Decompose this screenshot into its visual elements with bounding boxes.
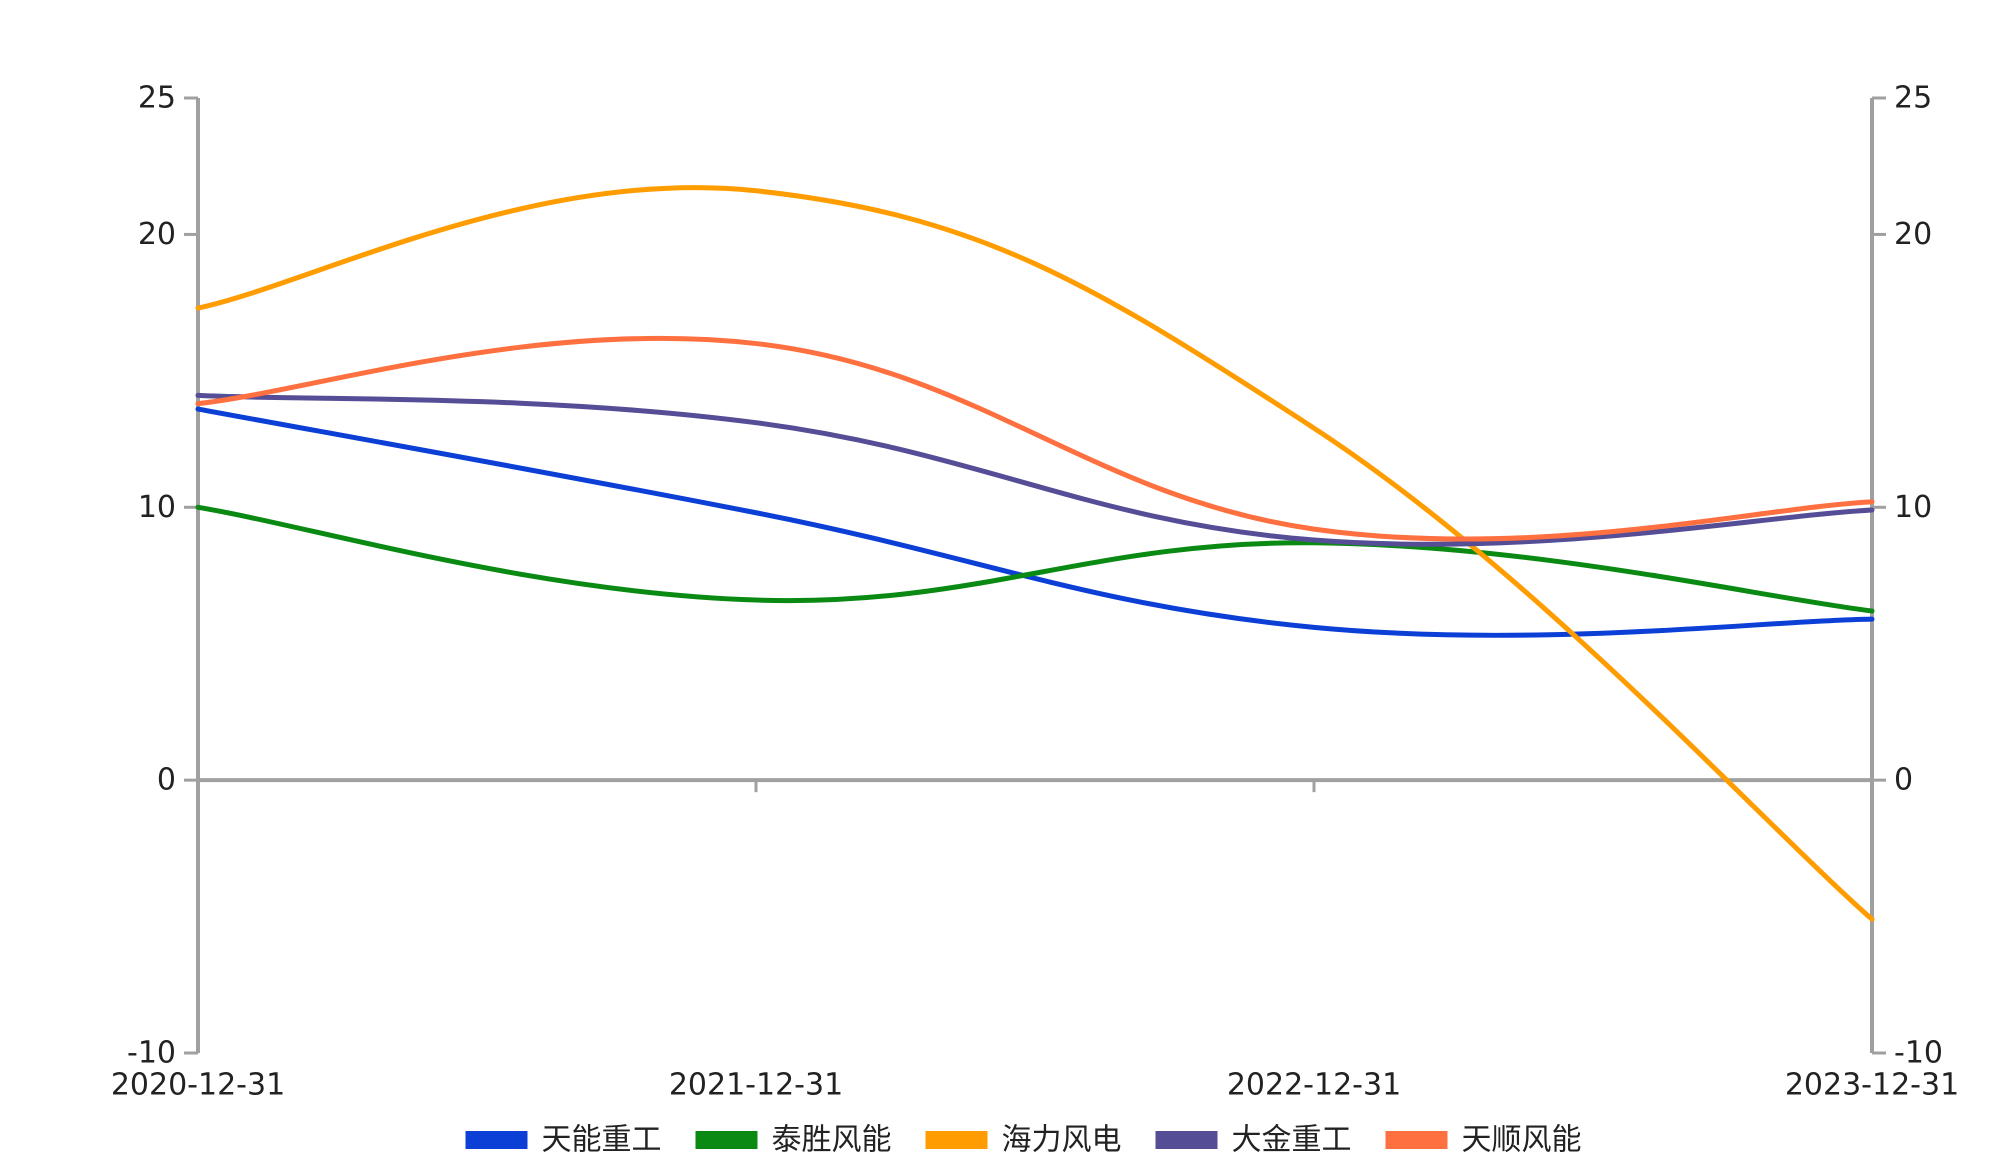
x-tick-label: 2021-12-31 <box>669 1068 843 1103</box>
chart-axes <box>196 98 1874 1053</box>
left-y-tick-label: 0 <box>157 763 176 798</box>
right-y-tick-label: -10 <box>1894 1036 1943 1071</box>
left-y-tick-label: 25 <box>138 81 176 116</box>
legend-label: 泰胜风能 <box>772 1123 892 1158</box>
left-y-tick-label: 10 <box>138 490 176 525</box>
legend-label: 天顺风能 <box>1462 1123 1582 1158</box>
right-y-tick-label: 10 <box>1894 490 1932 525</box>
right-y-tick-label: 20 <box>1894 217 1932 252</box>
legend-swatch <box>1155 1131 1218 1149</box>
chart-series <box>195 185 1875 922</box>
right-y-tick-label: 0 <box>1894 763 1913 798</box>
legend-label: 天能重工 <box>542 1123 662 1158</box>
right-y-tick-label: 25 <box>1894 81 1932 116</box>
left-y-axis-ticks: 25 20 10 0 -10 <box>127 81 198 1071</box>
legend-swatch <box>465 1131 528 1149</box>
series-line-3 <box>195 185 1875 922</box>
x-tick-label: 2023-12-31 <box>1785 1068 1959 1103</box>
series-line-5 <box>195 335 1875 542</box>
legend-label: 海力风电 <box>1002 1123 1122 1158</box>
chart-legend: 天能重工 泰胜风能 海力风电 大金重工 天顺风能 <box>465 1123 1582 1158</box>
series-line-2 <box>195 504 1875 614</box>
legend-swatch <box>695 1131 758 1149</box>
legend-label: 大金重工 <box>1232 1123 1352 1158</box>
series-line-4 <box>195 392 1875 547</box>
legend-swatch <box>1385 1131 1448 1149</box>
right-y-axis-ticks: 25 20 10 0 -10 <box>1872 81 1943 1071</box>
x-tick-label: 2020-12-31 <box>111 1068 285 1103</box>
legend-swatch <box>925 1131 988 1149</box>
x-axis-ticks: 2020-12-31 2021-12-31 2022-12-31 2023-12-31 <box>111 780 1959 1103</box>
series-line-1 <box>195 406 1875 638</box>
left-y-tick-label: 20 <box>138 217 176 252</box>
left-y-tick-label: -10 <box>127 1036 176 1071</box>
x-tick-label: 2022-12-31 <box>1227 1068 1401 1103</box>
